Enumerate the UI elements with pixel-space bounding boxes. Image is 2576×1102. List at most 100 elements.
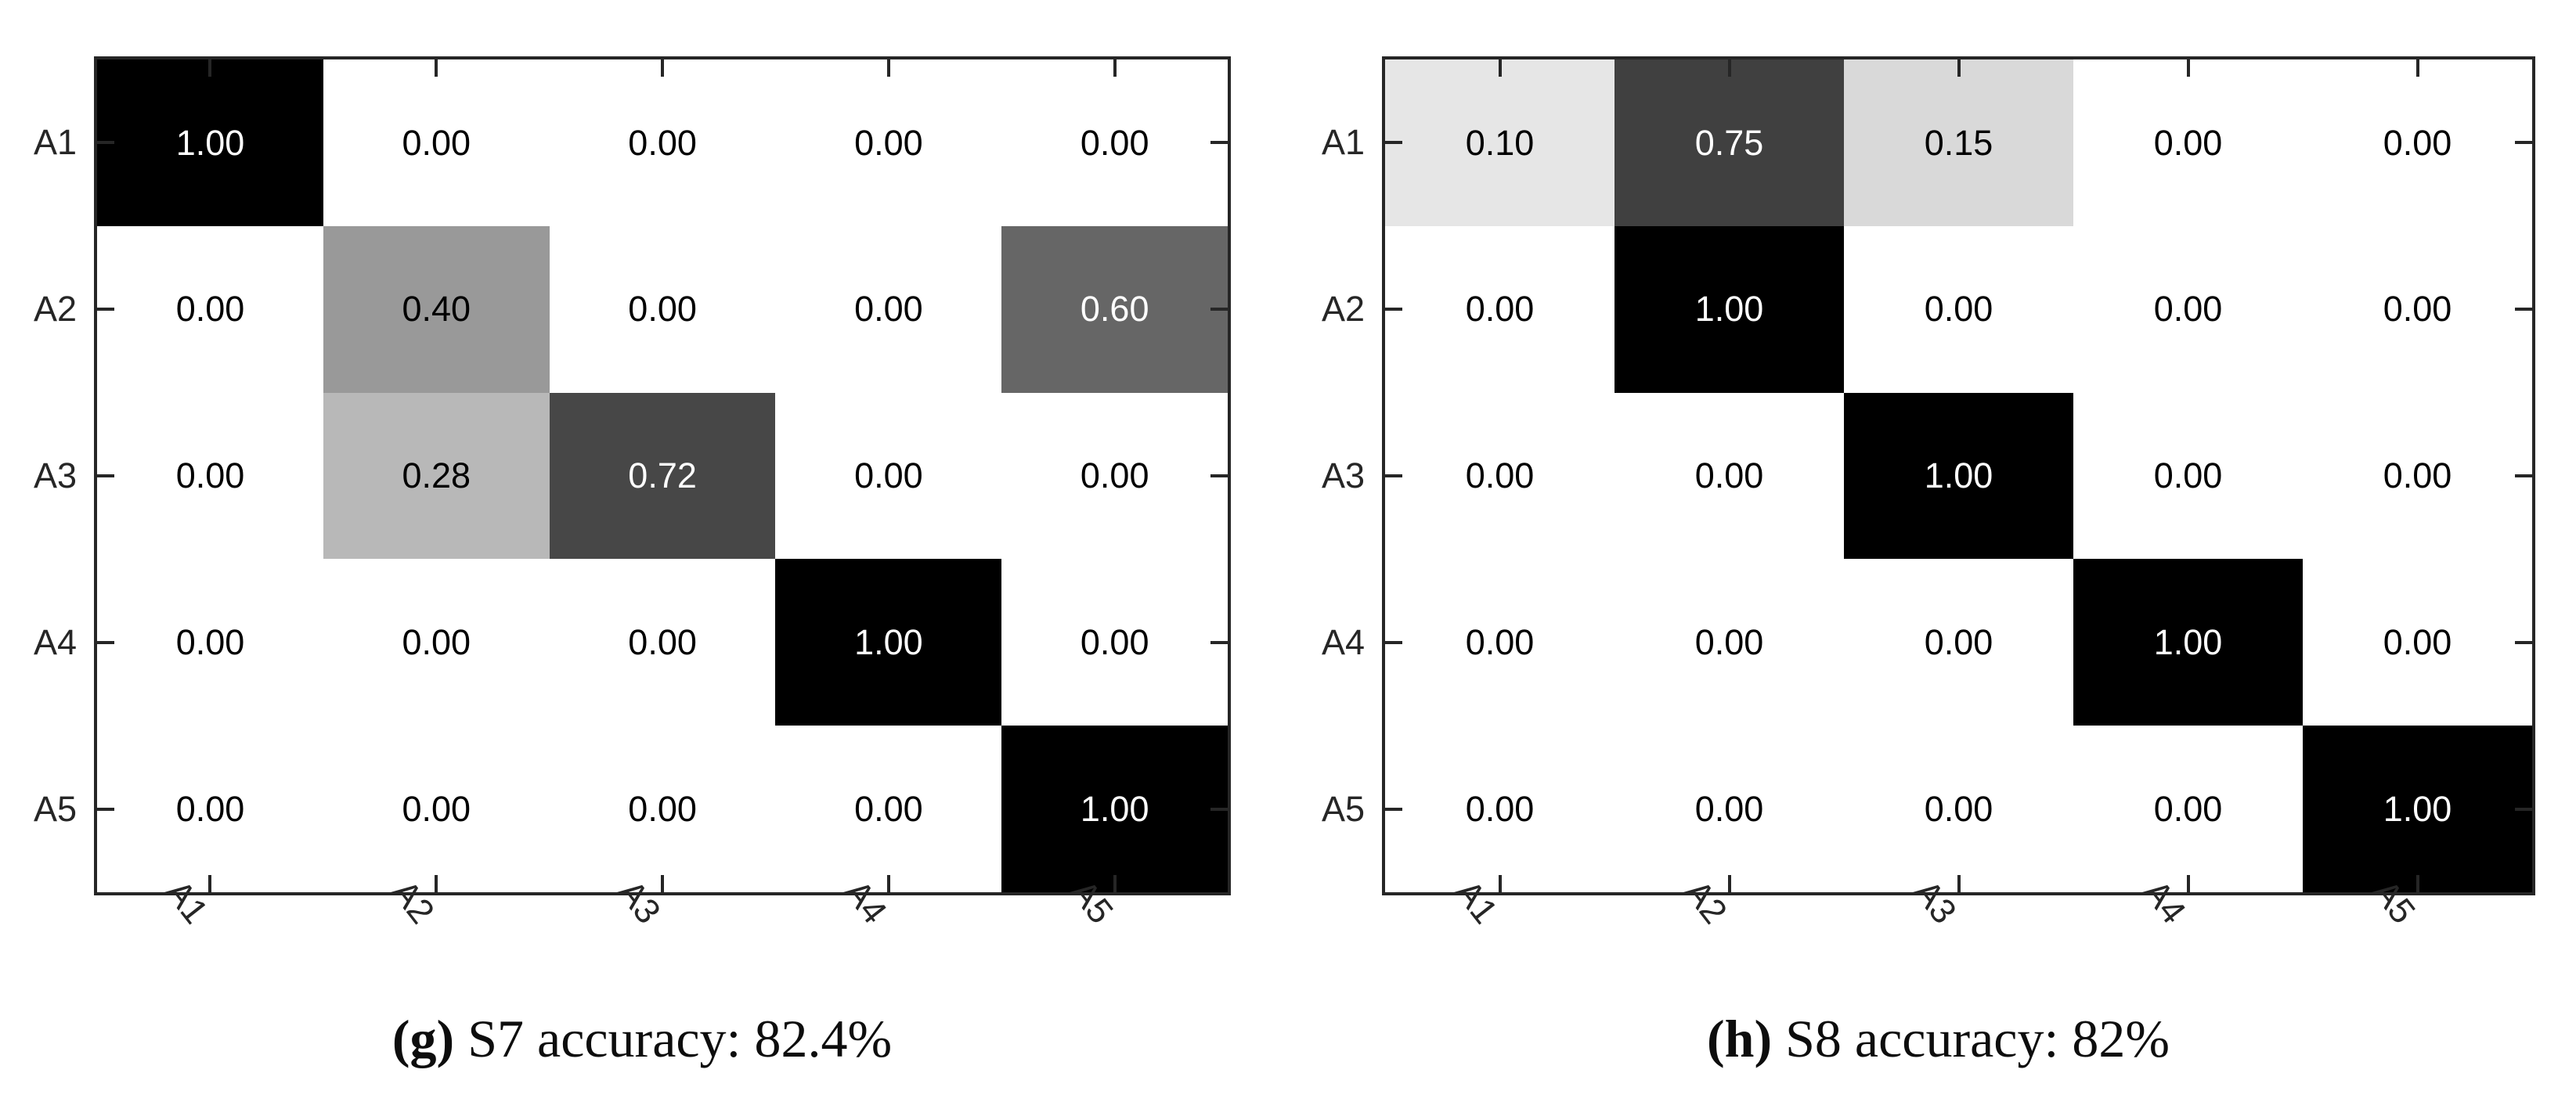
y-tick-label-h-A2: A2 [1321, 289, 1365, 330]
cell-value: 0.00 [854, 788, 923, 829]
tick-mark-left [1385, 308, 1402, 312]
heatmap-cell-g-r2-c1: 0.00 [97, 225, 323, 393]
tick-mark-right [2515, 308, 2532, 312]
cell-value: 0.00 [2383, 122, 2452, 163]
heatmap-cell-h-r1-c4: 0.00 [2073, 59, 2303, 226]
cell-value: 0.00 [175, 456, 245, 496]
cell-value: 0.00 [1694, 621, 1764, 662]
heatmap-cell-h-r4-c4: 1.00 [2073, 559, 2303, 726]
cell-value: 0.00 [854, 456, 923, 496]
tick-mark-top [1957, 59, 1961, 77]
heatmap-cell-h-r1-c2: 0.75 [1615, 59, 1844, 226]
tick-mark-right [2515, 141, 2532, 145]
cell-value: 0.00 [854, 289, 923, 330]
y-tick-label-g-A2: A2 [33, 289, 77, 330]
heatmap-cell-h-r2-c3: 0.00 [1844, 225, 2073, 393]
tick-mark-left [97, 807, 114, 811]
cell-value: 1.00 [854, 621, 923, 662]
confusion-matrix-h: 0.10 0.75 0.15 0.00 0.00 0.00 1.00 0.00 0.00 0.00… [1382, 56, 2535, 895]
tick-mark-top [661, 59, 664, 77]
cell-value: 0.00 [2153, 289, 2223, 330]
tick-mark-left [1385, 807, 1402, 811]
x-tick-label-h-A3: A3 [1793, 873, 1964, 947]
heatmap-cell-g-r4-c1: 0.00 [97, 559, 323, 726]
y-tick-label-g-A1: A1 [33, 122, 77, 163]
tick-mark-top [2186, 59, 2190, 77]
cell-value: 0.00 [2383, 289, 2452, 330]
x-tick-label-g-A4: A4 [723, 873, 895, 947]
caption-g-text: S7 accuracy: 82.4% [454, 1009, 893, 1068]
heatmap-cell-h-r5-c4: 0.00 [2073, 726, 2303, 893]
x-tick-label-g-A1: A1 [44, 873, 216, 947]
x-tick-label-g-A3: A3 [496, 873, 669, 947]
cell-value: 1.00 [1080, 788, 1149, 829]
cell-value: 0.00 [402, 621, 471, 662]
cell-value: 0.72 [628, 456, 697, 496]
heatmap-cell-g-r1-c2: 0.00 [323, 59, 550, 226]
heatmap-cell-h-r1-c1: 0.10 [1385, 59, 1615, 226]
tick-mark-top [2415, 59, 2419, 77]
tick-mark-top [1113, 59, 1117, 77]
tick-mark-right [1210, 807, 1228, 811]
x-tick-label-h-A5: A5 [2252, 873, 2423, 947]
y-tick-label-h-A1: A1 [1321, 122, 1365, 163]
tick-mark-left [1385, 640, 1402, 644]
tick-mark-left [97, 474, 114, 477]
x-tick-label-h-A2: A2 [1564, 873, 1735, 947]
heatmap-cell-h-r5-c3: 0.00 [1844, 726, 2073, 893]
heatmap-cell-h-r3-c3: 1.00 [1844, 392, 2073, 560]
cell-value: 0.00 [175, 289, 245, 330]
heatmap-cell-h-r2-c2: 1.00 [1615, 225, 1844, 393]
heatmap-cell-g-r5-c2: 0.00 [323, 726, 550, 893]
tick-mark-top [1498, 59, 1502, 77]
tick-mark-left [97, 640, 114, 644]
cell-value: 0.00 [2383, 621, 2452, 662]
cell-value: 0.00 [2153, 456, 2223, 496]
cell-value: 0.00 [402, 788, 471, 829]
tick-mark-bottom [2186, 875, 2190, 892]
tick-mark-top [1727, 59, 1731, 77]
cell-value: 0.00 [1924, 289, 1993, 330]
heatmap-cell-h-r4-c3: 0.00 [1844, 559, 2073, 726]
heatmap-cell-g-r3-c2: 0.28 [323, 392, 550, 560]
y-tick-label-g-A5: A5 [33, 788, 77, 829]
tick-mark-left [1385, 141, 1402, 145]
cell-value: 0.00 [1465, 788, 1535, 829]
cell-value: 0.00 [1924, 621, 1993, 662]
heatmap-cell-h-r5-c1: 0.00 [1385, 726, 1615, 893]
y-tick-label-g-A3: A3 [33, 456, 77, 495]
tick-mark-left [97, 141, 114, 145]
cell-value: 0.28 [402, 456, 471, 496]
heatmap-cell-g-r5-c5: 1.00 [1001, 726, 1228, 893]
heatmap-cell-g-r1-c4: 0.00 [775, 59, 1002, 226]
tick-mark-right [1210, 474, 1228, 477]
y-tick-label-h-A4: A4 [1321, 621, 1365, 662]
heatmap-cell-g-r1-c3: 0.00 [549, 59, 776, 226]
heatmap-cell-g-r3-c4: 0.00 [775, 392, 1002, 560]
heatmap-cell-h-r3-c1: 0.00 [1385, 392, 1615, 560]
cell-value: 0.00 [628, 621, 697, 662]
tick-mark-bottom [886, 875, 890, 892]
heatmap-cell-g-r2-c2: 0.40 [323, 225, 550, 393]
heatmap-cell-g-r2-c3: 0.00 [549, 225, 776, 393]
cell-value: 0.00 [1465, 456, 1535, 496]
caption-h-text: S8 accuracy: 82% [1772, 1009, 2170, 1068]
cell-value: 0.00 [628, 289, 697, 330]
caption-g-label: (g) [391, 1009, 455, 1068]
cell-value: 0.00 [1465, 621, 1535, 662]
heatmap-cell-g-r2-c4: 0.00 [775, 225, 1002, 393]
x-tick-label-h-A4: A4 [2022, 873, 2194, 947]
cell-value: 0.00 [628, 122, 697, 163]
cell-value: 1.00 [2383, 788, 2452, 829]
heatmap-cell-h-r1-c5: 0.00 [2303, 59, 2532, 226]
heatmap-cell-h-r5-c5: 1.00 [2303, 726, 2532, 893]
heatmap-cell-g-r3-c1: 0.00 [97, 392, 323, 560]
x-tick-label-g-A5: A5 [949, 873, 1121, 947]
heatmap-cell-g-r5-c3: 0.00 [549, 726, 776, 893]
heatmap-cell-g-r4-c2: 0.00 [323, 559, 550, 726]
cell-value: 0.00 [1694, 456, 1764, 496]
heatmap-cell-h-r4-c1: 0.00 [1385, 559, 1615, 726]
cell-value: 0.00 [854, 122, 923, 163]
heatmap-cell-h-r3-c4: 0.00 [2073, 392, 2303, 560]
